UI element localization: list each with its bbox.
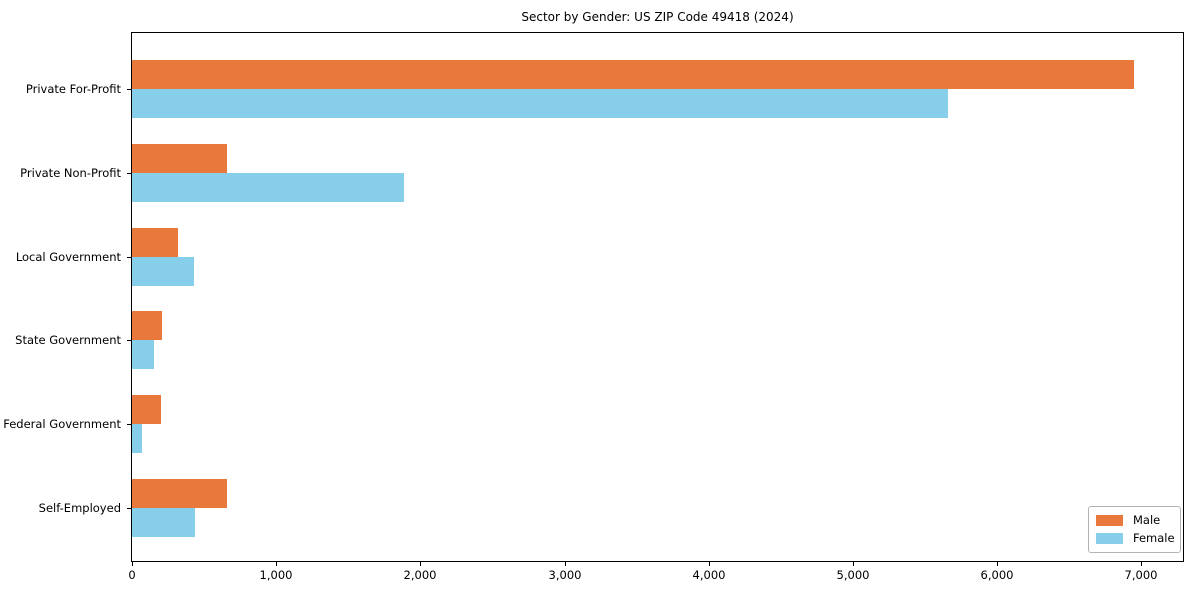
xtick-label-0: 0 [128,568,136,582]
ytick-label-3: State Government [15,333,121,348]
legend-entry-male: Male [1096,514,1173,527]
chart-title: Sector by Gender: US ZIP Code 49418 (202… [521,10,794,24]
bar-female-3 [132,340,154,370]
xtick-label-7: 7,000 [1124,568,1158,582]
bar-male-2 [132,227,178,257]
xtick-label-3: 3,000 [548,568,582,582]
bar-female-5 [132,508,195,537]
xtick-mark-5 [853,562,854,566]
ytick-label-2: Local Government [15,249,121,264]
xtick-mark-7 [1141,562,1142,566]
bar-female-1 [132,172,404,202]
plot-area [131,32,1184,562]
legend-swatch-male [1096,515,1123,526]
xtick-label-5: 5,000 [836,568,870,582]
bar-male-5 [132,479,227,508]
legend-entry-female: Female [1096,531,1175,545]
xtick-mark-2 [420,562,421,566]
xtick-mark-1 [276,562,277,566]
legend-label-male: Male [1133,513,1161,527]
bar-female-4 [132,424,142,454]
xtick-mark-0 [132,562,133,566]
ytick-mark-0 [127,89,131,90]
bar-male-0 [132,60,1134,89]
bar-male-4 [132,395,161,425]
xtick-mark-6 [997,562,998,566]
ytick-mark-2 [127,256,131,258]
ytick-mark-1 [127,172,131,174]
xtick-label-6: 6,000 [980,568,1014,582]
ytick-label-1: Private Non-Profit [20,165,121,180]
legend-label-female: Female [1133,531,1175,545]
bar-male-1 [132,143,227,173]
ytick-mark-3 [127,340,131,342]
xtick-mark-3 [565,562,566,566]
bar-female-0 [132,89,948,118]
ytick-label-0: Private For-Profit [25,82,121,96]
legend-swatch-female [1096,533,1123,544]
bar-female-2 [132,256,194,286]
ytick-mark-4 [127,424,131,426]
bar-male-3 [132,311,162,341]
xtick-mark-4 [709,562,710,566]
ytick-mark-5 [127,508,131,509]
ytick-label-5: Self-Employed [38,501,121,515]
xtick-label-4: 4,000 [692,568,726,582]
ytick-label-4: Federal Government [3,417,121,432]
xtick-label-1: 1,000 [259,568,293,582]
xtick-label-2: 2,000 [403,568,437,582]
legend: Male Female [1088,506,1181,553]
